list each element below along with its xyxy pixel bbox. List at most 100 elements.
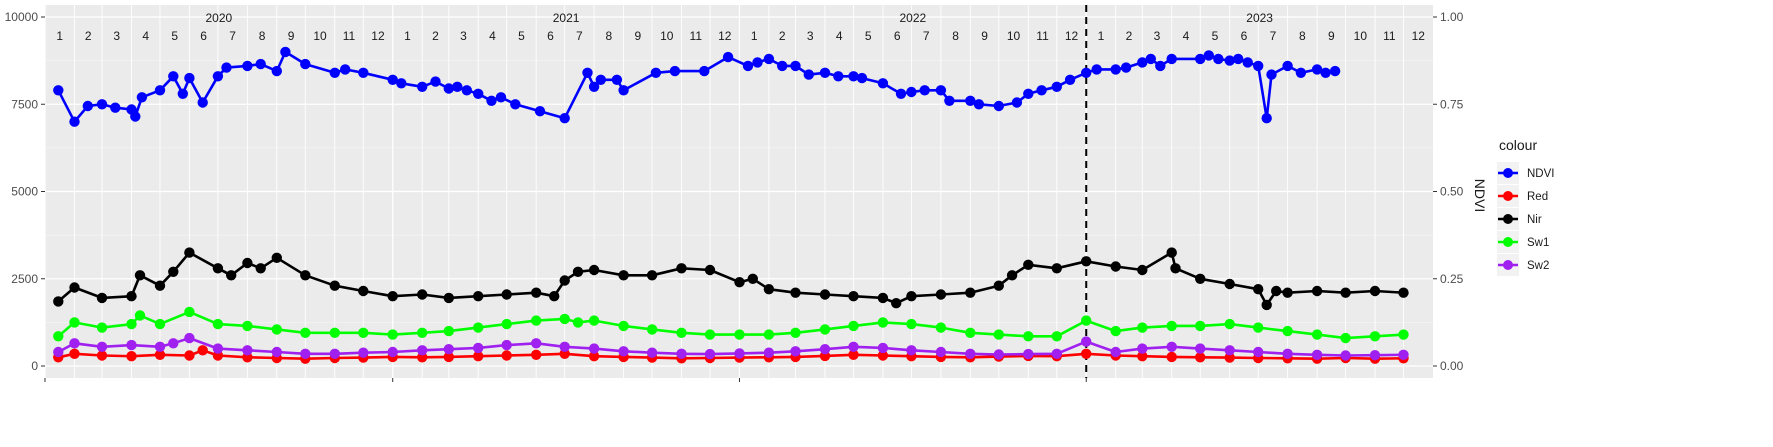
data-point-ndvi [1266, 69, 1277, 80]
data-point-ndvi [255, 58, 266, 70]
y-right-tick-label: 1.00 [1440, 10, 1464, 24]
month-label: 10 [313, 29, 327, 43]
data-point-red [1195, 352, 1206, 363]
data-point-sw1 [646, 324, 658, 335]
month-label: 11 [1383, 29, 1396, 43]
data-point-ndvi [1091, 64, 1102, 75]
data-point-nir [1340, 287, 1351, 298]
data-point-ndvi [1023, 88, 1034, 100]
legend-item-red: Red [1497, 185, 1548, 207]
series-sw2 [53, 332, 1409, 361]
data-point-sw1 [134, 310, 146, 321]
data-point-ndvi [973, 99, 985, 110]
data-point-sw2 [1023, 348, 1034, 360]
data-point-sw1 [1340, 332, 1351, 344]
data-point-nir [734, 277, 745, 288]
data-point-sw2 [358, 347, 369, 358]
data-point-sw2 [848, 341, 859, 352]
data-point-nir [704, 264, 716, 276]
data-point-nir [549, 291, 560, 302]
month-label: 9 [634, 29, 641, 43]
data-point-sw2 [1253, 346, 1264, 358]
month-label: 4 [142, 29, 149, 43]
data-point-nir [387, 291, 398, 302]
month-label: 9 [981, 29, 988, 43]
data-point-ndvi [177, 88, 188, 100]
data-point-sw2 [646, 347, 658, 358]
y-left-tick-label: 10000 [5, 10, 39, 24]
data-point-red [1224, 352, 1235, 363]
legend-key-point [1503, 168, 1513, 178]
data-point-sw2 [906, 345, 917, 356]
data-point-nir [618, 270, 629, 281]
data-point-ndvi [833, 71, 844, 82]
data-point-sw1 [1224, 318, 1235, 330]
data-point-nir [965, 287, 976, 298]
month-label: 10 [1007, 29, 1021, 43]
data-point-red [126, 351, 137, 362]
data-point-sw1 [734, 329, 745, 340]
month-label: 12 [371, 29, 385, 43]
grid-layer [44, 5, 1433, 378]
data-point-nir [531, 287, 542, 298]
data-point-ndvi [588, 81, 600, 93]
data-point-nir [1195, 273, 1206, 284]
data-point-sw2 [965, 348, 976, 359]
data-point-sw1 [819, 324, 831, 335]
data-point-sw2 [877, 342, 889, 354]
data-point-sw2 [763, 347, 775, 358]
y-left-tick-label: 0 [31, 359, 38, 373]
data-point-sw1 [1398, 329, 1409, 340]
data-point-ndvi [790, 60, 801, 72]
data-point-ndvi [280, 46, 291, 58]
month-label: 8 [259, 29, 266, 43]
data-point-nir [790, 287, 801, 298]
data-point-nir [891, 298, 902, 309]
data-point-sw2 [790, 346, 801, 357]
data-point-ndvi [242, 60, 253, 72]
month-label: 12 [1065, 29, 1079, 43]
data-point-sw1 [1311, 329, 1323, 340]
data-point-ndvi [1166, 53, 1177, 65]
data-point-nir [1110, 261, 1121, 272]
data-point-sw2 [935, 346, 947, 358]
data-point-sw1 [676, 327, 687, 338]
data-point-red [473, 351, 484, 362]
data-point-nir [819, 289, 831, 300]
month-label: 7 [229, 29, 236, 43]
data-point-sw1 [96, 322, 108, 333]
data-point-ndvi [1203, 50, 1215, 61]
month-label: 1 [56, 29, 63, 43]
legend-label: Nir [1527, 214, 1542, 226]
data-point-ndvi [1110, 64, 1121, 75]
data-point-ndvi [1329, 65, 1341, 77]
month-label: 8 [1299, 29, 1306, 43]
data-point-red [96, 350, 108, 361]
month-label: 5 [865, 29, 872, 43]
data-point-ndvi [595, 74, 606, 86]
month-label: 6 [1241, 29, 1248, 43]
month-label: 7 [1270, 29, 1277, 43]
data-point-sw1 [559, 313, 570, 325]
data-point-nir [676, 263, 687, 274]
data-point-sw1 [501, 318, 512, 330]
legend-item-sw2: Sw2 [1497, 254, 1549, 276]
data-point-sw2 [417, 345, 428, 356]
month-label: 8 [606, 29, 613, 43]
data-point-ndvi [919, 85, 930, 96]
data-point-ndvi [1011, 97, 1023, 108]
data-point-ndvi [534, 106, 546, 117]
month-label: 3 [807, 29, 814, 43]
month-label: 7 [576, 29, 583, 43]
data-point-ndvi [358, 67, 369, 79]
month-label: 8 [952, 29, 959, 43]
data-point-sw2 [271, 346, 282, 358]
data-point-red [1166, 351, 1177, 363]
data-point-ndvi [559, 113, 570, 124]
data-point-sw1 [1023, 331, 1034, 342]
month-label: 10 [660, 29, 674, 43]
month-label: 6 [894, 29, 901, 43]
data-point-ndvi [618, 85, 629, 96]
data-point-sw2 [168, 338, 179, 349]
data-point-nir [1224, 278, 1235, 290]
